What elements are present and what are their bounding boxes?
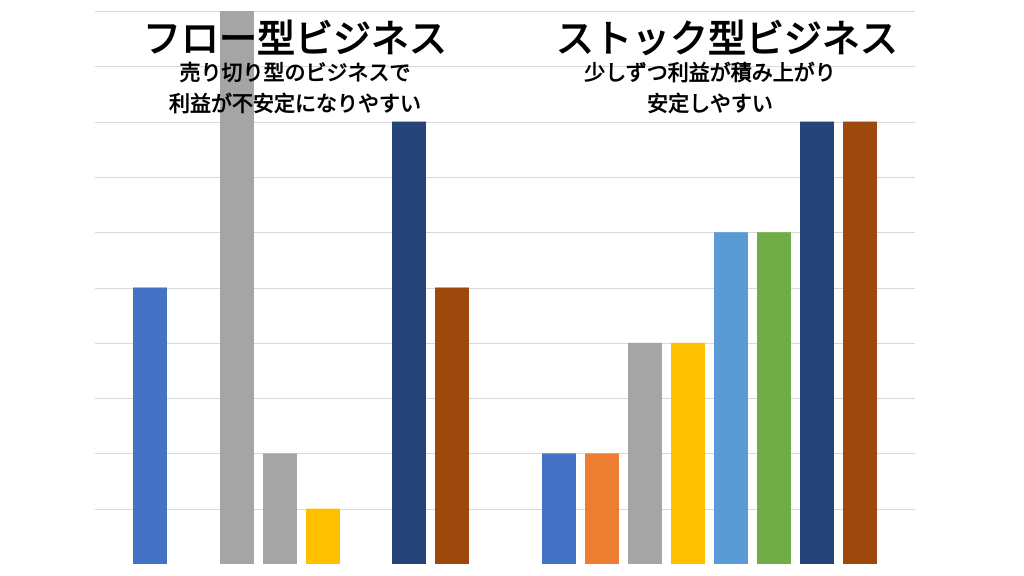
stock-business-subtitle-line-1: 少しずつ利益が積み上がり bbox=[584, 61, 836, 85]
flow-business-bar-7 bbox=[435, 287, 469, 564]
stock-business-bar-7 bbox=[800, 121, 834, 564]
flow-business-bar-2 bbox=[220, 11, 254, 564]
flow-business-bar-1 bbox=[133, 287, 167, 564]
flow-business-bar-4 bbox=[306, 508, 340, 564]
flow-business-bars bbox=[133, 11, 469, 564]
flow-business-subtitle-line-1: 売り切り型のビジネスで bbox=[179, 61, 411, 85]
stock-business-bar-2 bbox=[585, 453, 619, 564]
stock-business-subtitle-line-2: 安定しやすい bbox=[647, 92, 773, 116]
stock-business-bar-3 bbox=[628, 342, 662, 564]
flow-business-title: フロー型ビジネス bbox=[142, 17, 447, 61]
gridlines bbox=[95, 11, 915, 510]
stock-business-bar-1 bbox=[542, 453, 576, 564]
stock-business-bar-8 bbox=[843, 121, 877, 564]
flow-business-bar-3 bbox=[263, 453, 297, 564]
stock-business-bars bbox=[542, 121, 877, 564]
stock-business-bar-5 bbox=[714, 232, 748, 564]
stock-business-bar-6 bbox=[757, 232, 791, 564]
flow-business-subtitle-line-2: 利益が不安定になりやすい bbox=[169, 92, 421, 116]
flow-business-bar-6 bbox=[392, 121, 426, 564]
stock-business-bar-4 bbox=[671, 342, 705, 564]
stock-business-title: ストック型ビジネス bbox=[555, 17, 898, 61]
